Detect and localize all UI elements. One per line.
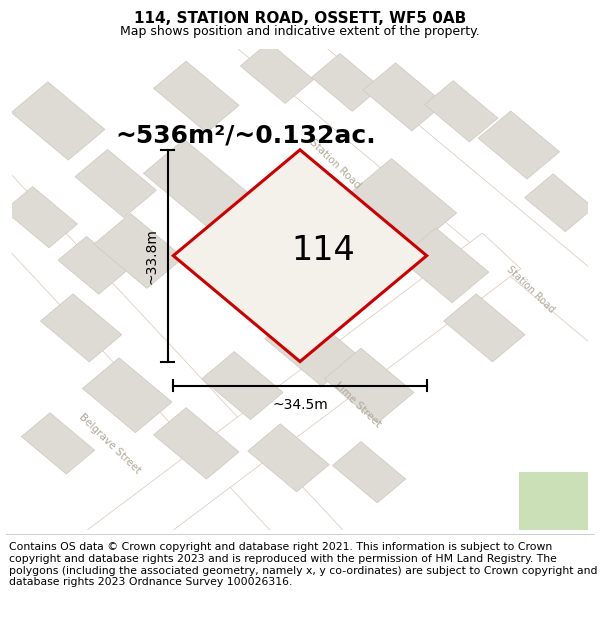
Polygon shape (311, 54, 380, 111)
Polygon shape (202, 352, 283, 419)
Bar (519, 472, 588, 530)
Polygon shape (4, 186, 77, 248)
Polygon shape (363, 63, 445, 131)
Polygon shape (332, 442, 406, 503)
Polygon shape (265, 308, 358, 386)
Polygon shape (11, 82, 105, 160)
Polygon shape (40, 294, 122, 362)
Text: ~34.5m: ~34.5m (272, 398, 328, 412)
Polygon shape (425, 81, 498, 142)
Polygon shape (241, 42, 314, 104)
Polygon shape (143, 139, 249, 228)
Polygon shape (399, 228, 489, 302)
Text: 114: 114 (291, 234, 355, 268)
Polygon shape (94, 214, 184, 288)
Polygon shape (22, 412, 95, 474)
Text: 114, STATION ROAD, OSSETT, WF5 0AB: 114, STATION ROAD, OSSETT, WF5 0AB (134, 11, 466, 26)
Text: Contains OS data © Crown copyright and database right 2021. This information is : Contains OS data © Crown copyright and d… (9, 542, 598, 587)
Polygon shape (75, 149, 157, 218)
Polygon shape (0, 169, 352, 569)
Polygon shape (58, 236, 127, 294)
Text: Map shows position and indicative extent of the property.: Map shows position and indicative extent… (120, 25, 480, 38)
Text: Station Road: Station Road (307, 138, 362, 191)
Polygon shape (524, 174, 594, 232)
Text: Belgrave Street: Belgrave Street (77, 411, 143, 475)
Text: ~536m²/~0.132ac.: ~536m²/~0.132ac. (116, 123, 376, 148)
Polygon shape (173, 150, 427, 361)
Polygon shape (351, 159, 457, 247)
Polygon shape (82, 358, 172, 432)
Text: Station Road: Station Road (505, 264, 556, 314)
Polygon shape (154, 61, 239, 132)
Polygon shape (154, 408, 239, 479)
Polygon shape (232, 6, 600, 347)
Polygon shape (325, 348, 414, 423)
Polygon shape (443, 294, 525, 362)
Polygon shape (79, 233, 521, 572)
Text: ~33.8m: ~33.8m (145, 228, 159, 284)
Text: Lime Street: Lime Street (332, 381, 383, 429)
Polygon shape (478, 111, 560, 179)
Polygon shape (248, 424, 329, 492)
